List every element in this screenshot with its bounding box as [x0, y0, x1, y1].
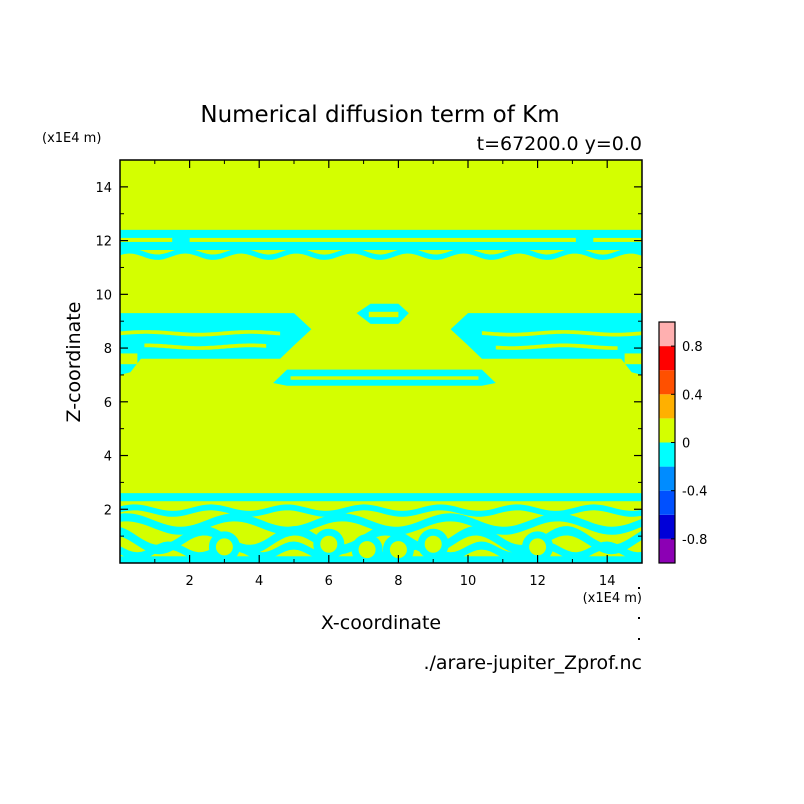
negative-region: [624, 353, 642, 365]
chart-subtitle: t=67200.0 y=0.0: [477, 133, 642, 155]
negative-region: [351, 534, 383, 563]
negative-region: [120, 513, 642, 535]
negative-region: [120, 229, 642, 238]
colorbar-segment: [659, 466, 675, 491]
x-tick-label: 10: [460, 574, 477, 589]
colorbar-tick-label: -0.8: [682, 533, 707, 548]
negative-region: [450, 313, 642, 375]
negative-region: [172, 235, 190, 244]
source-file-label: ./arare-jupiter_Zprof.nc: [423, 652, 642, 674]
colorbar-segment: [659, 346, 675, 371]
negative-region: [120, 248, 642, 260]
negative-region: [313, 528, 345, 560]
y-unit-label: (x1E4 m): [42, 131, 101, 146]
y-tick-label: 10: [95, 288, 112, 303]
y-tick-label: 6: [104, 396, 112, 411]
x-tick-label: 4: [255, 574, 263, 589]
zero-level-fill: [120, 160, 642, 563]
y-tick-label: 12: [95, 235, 112, 250]
x-tick-label: 2: [185, 574, 193, 589]
negative-region: [417, 528, 449, 560]
negative-region: [368, 311, 399, 318]
negative-region: [120, 353, 138, 365]
negative-region: [120, 526, 642, 555]
colorbar-tick-label: -0.4: [682, 485, 707, 500]
colorbar-tick-label: 0: [682, 437, 690, 452]
y-tick-label: 2: [104, 503, 112, 518]
negative-region: [208, 531, 240, 563]
y-axis-ticks: 2 4 6 8 10 12 14: [95, 181, 642, 537]
plot-area: 2 4 6 8 10 12 14 2 4 6 8 10 12 14: [95, 159, 643, 589]
colorbar-segment: [659, 418, 675, 443]
colorbar-segment: [659, 538, 675, 563]
x-tick-label: 6: [325, 574, 333, 589]
x-axis-ticks: 2 4 6 8 10 12 14: [154, 160, 616, 589]
x-tick-label: 12: [529, 574, 546, 589]
negative-region: [120, 241, 642, 251]
negative-region: [290, 376, 479, 380]
x-axis-label: X-coordinate: [321, 612, 441, 634]
colorbar-segment: [659, 490, 675, 515]
colorbar: 0.8 0.4 0 -0.4 -0.8: [658, 321, 707, 564]
negative-region: [144, 343, 267, 350]
negative-region: [120, 493, 642, 502]
colorbar-segment: [659, 514, 675, 539]
negative-region: [120, 504, 642, 517]
colorbar-tick-label: 0.8: [682, 340, 703, 355]
y-axis-label: Z-coordinate: [63, 302, 85, 423]
plot-frame: [119, 159, 643, 564]
negative-region: [120, 313, 312, 375]
colorbar-segment: [659, 394, 675, 419]
negative-region: [120, 556, 642, 563]
colorbar-segment: [659, 370, 675, 395]
colorbar-tick-label: 0.4: [682, 388, 703, 403]
x-unit-label: (x1E4 m): [583, 591, 642, 606]
negative-region: [481, 330, 642, 337]
x-tick-label: 8: [394, 574, 402, 589]
colorbar-segment: [659, 322, 675, 347]
marker-dots: [638, 587, 640, 640]
negative-region: [575, 235, 594, 244]
negative-region: [120, 541, 642, 561]
negative-region: [120, 330, 281, 337]
y-tick-label: 8: [104, 342, 112, 357]
y-tick-label: 4: [104, 450, 112, 465]
chart-title: Numerical diffusion term of Km: [200, 102, 559, 128]
x-tick-label: 14: [599, 574, 616, 589]
y-tick-label: 14: [95, 181, 112, 196]
negative-region: [495, 343, 618, 350]
colorbar-segment: [659, 442, 675, 467]
